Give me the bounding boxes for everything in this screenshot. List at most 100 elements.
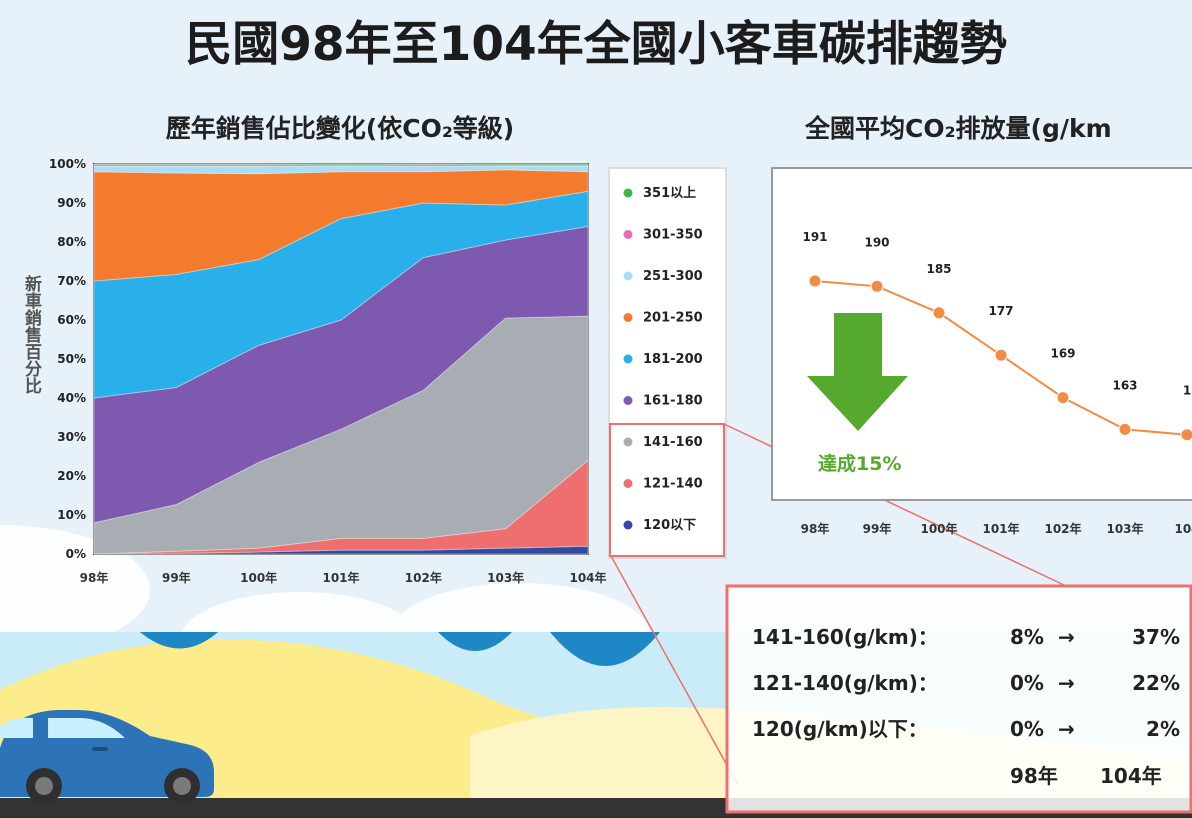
co2-data-label: 169 [1050, 347, 1075, 361]
summary-row-arrow: → [1058, 671, 1075, 695]
area-series [93, 225, 589, 524]
background-blue-drops [140, 632, 660, 666]
legend-dot [623, 271, 633, 281]
legend-label: 120以下 [643, 518, 696, 533]
left-y-tick: 10% [57, 508, 86, 522]
legend-label: 121-140 [643, 477, 703, 492]
co2-line-chart: 191 190 185 177 169 163 1 98年 99年 100年 101年 102年 10… [771, 167, 1192, 536]
legend-highlight-box [609, 423, 725, 557]
summary-row-start: 0% [1010, 671, 1044, 695]
summary-frame [725, 584, 1192, 814]
area-series [93, 459, 589, 555]
right-x-ticks: 98年 99年 100年 101年 102年 103年 104 [801, 521, 1192, 536]
co2-point [994, 348, 1008, 362]
left-axis-ticks: 0% 10% 20% 30% 40% 50% 60% 70% 80% 90% 100% 98年 99年 1… [49, 157, 607, 585]
summary-box: 141-160(g/km)： 8% → 37% 121-140(g/km)： 0% → 22%… [725, 584, 1192, 814]
page-title: 民國98年至104年全國小客車碳排趨勢 [185, 17, 1007, 72]
summary-row-end: 22% [1132, 671, 1180, 695]
legend-label: 351以上 [643, 186, 696, 201]
co2-point [1056, 391, 1070, 405]
co2-data-label: 185 [926, 262, 951, 276]
co2-point [1180, 428, 1192, 442]
summary-row-start: 0% [1010, 717, 1044, 741]
left-area-series [93, 163, 589, 555]
left-chart-title: 歷年銷售佔比變化(依CO₂等級) [166, 114, 514, 143]
legend-dot [623, 230, 633, 239]
right-data-labels: 191 190 185 177 169 163 1 [802, 230, 1191, 398]
reduction-annotation: 達成15% [818, 452, 901, 475]
area-series [93, 190, 589, 399]
left-x-tick: 103年 [487, 570, 524, 585]
legend-dot [623, 313, 633, 322]
right-x-tick: 99年 [863, 521, 892, 536]
summary-rows: 141-160(g/km)： 8% → 37% 121-140(g/km)： 0% → 22%… [752, 625, 1180, 741]
legend-dot [623, 354, 633, 364]
co2-data-label: 1 [1183, 384, 1191, 398]
right-line-series [808, 274, 1192, 442]
stacked-area-chart: 0% 10% 20% 30% 40% 50% 60% 70% 80% 90% 100% 98年 99年 1… [21, 157, 607, 585]
car-icon [0, 710, 214, 804]
left-y-tick: 90% [57, 196, 86, 210]
left-x-tick: 101年 [322, 570, 359, 585]
legend-label: 141-160 [643, 435, 703, 450]
area-series [93, 163, 589, 166]
co2-data-label: 177 [988, 304, 1013, 318]
area-series [93, 315, 589, 555]
right-x-tick: 104 [1174, 522, 1192, 536]
right-x-tick: 101年 [982, 521, 1019, 536]
summary-footer-right: 104年 [1100, 764, 1162, 788]
legend-label: 201-250 [643, 311, 703, 326]
left-y-tick: 80% [57, 235, 86, 249]
legend-label: 181-200 [643, 352, 703, 367]
cloud-left [0, 525, 150, 655]
legend-dot [623, 520, 633, 530]
legend-dot [623, 437, 633, 447]
left-legend: 351以上 301-350 251-300 201-250 181-200 161-180… [608, 167, 727, 559]
left-y-tick: 30% [57, 430, 86, 444]
left-x-tick: 100年 [240, 570, 277, 585]
summary-row-end: 37% [1132, 625, 1180, 649]
legend-label: 161-180 [643, 394, 703, 409]
left-y-tick: 40% [57, 391, 86, 405]
summary-row-label: 141-160(g/km)： [752, 625, 938, 649]
right-x-tick: 102年 [1044, 521, 1081, 536]
left-y-tick: 50% [57, 352, 86, 366]
summary-footer-left: 98年 [1010, 764, 1058, 788]
legend-label: 301-350 [643, 228, 703, 243]
right-chart-title: 全國平均CO₂排放量(g/km [804, 114, 1112, 143]
co2-point [808, 274, 822, 288]
legend-dot [623, 479, 633, 488]
left-x-tick: 104年 [569, 570, 606, 585]
down-arrow-icon [807, 313, 908, 431]
summary-row-label: 120(g/km)以下： [752, 717, 928, 741]
summary-row-arrow: → [1058, 717, 1075, 741]
left-x-tick: 99年 [162, 570, 191, 585]
left-x-tick: 98年 [80, 570, 109, 585]
co2-data-label: 163 [1112, 378, 1137, 392]
legend-dot [623, 396, 633, 405]
co2-point [932, 306, 946, 320]
right-x-tick: 100年 [920, 521, 957, 536]
left-y-tick: 0% [66, 547, 86, 561]
left-x-tick: 102年 [405, 570, 442, 585]
co2-data-label: 190 [864, 235, 889, 249]
area-series [93, 169, 589, 282]
legend-label: 251-300 [643, 269, 703, 284]
legend-dot [623, 188, 633, 198]
left-y-axis-label: 新車銷售百分比 [21, 274, 42, 395]
co2-point [870, 279, 884, 293]
left-y-tick: 70% [57, 274, 86, 288]
summary-row-end: 2% [1146, 717, 1180, 741]
co2-data-label: 191 [802, 230, 827, 244]
summary-row-arrow: → [1058, 625, 1075, 649]
right-x-tick: 98年 [801, 521, 830, 536]
left-y-tick: 100% [49, 157, 86, 171]
left-y-tick: 60% [57, 313, 86, 327]
left-y-tick: 20% [57, 469, 86, 483]
summary-row-start: 8% [1010, 625, 1044, 649]
area-series [93, 163, 589, 167]
summary-row-label: 121-140(g/km)： [752, 671, 938, 695]
right-x-tick: 103年 [1106, 521, 1143, 536]
